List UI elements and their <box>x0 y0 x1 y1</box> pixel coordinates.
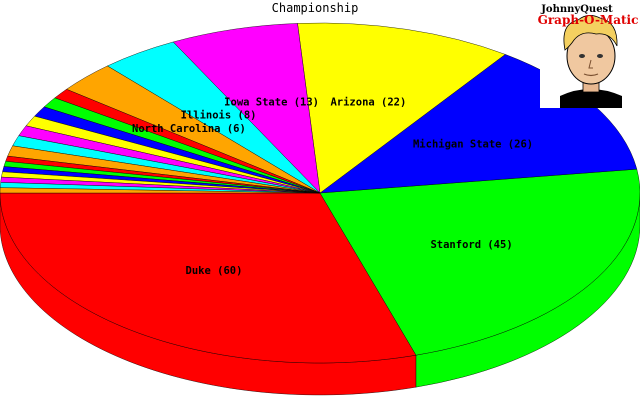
pie-labels: Duke (60) Stanford (45) Michigan State (26… <box>132 96 533 276</box>
slice-arizona <box>297 22 506 194</box>
slice-duke <box>0 192 417 364</box>
logo-line-2: Graph-O-Matic <box>538 13 639 27</box>
graph-o-matic-logo: JohnnyQuest Graph-O-Matic <box>538 0 640 108</box>
label-stanford: Stanford (45) <box>430 239 512 251</box>
label-north-carolina: North Carolina (6) <box>132 123 246 135</box>
pie-slices <box>0 22 640 396</box>
slice-iowa-state <box>172 23 321 194</box>
label-illinois: Illinois (8) <box>181 110 257 122</box>
label-michigan-state: Michigan State (26) <box>413 138 533 150</box>
logo-line-1: JohnnyQuest <box>540 4 613 15</box>
chart-title: Championship <box>272 1 359 15</box>
label-arizona: Arizona (22) <box>330 96 406 108</box>
label-duke: Duke (60) <box>186 265 243 277</box>
label-iowa-state: Iowa State (13) <box>224 96 319 108</box>
slice-other-20 <box>0 187 321 194</box>
